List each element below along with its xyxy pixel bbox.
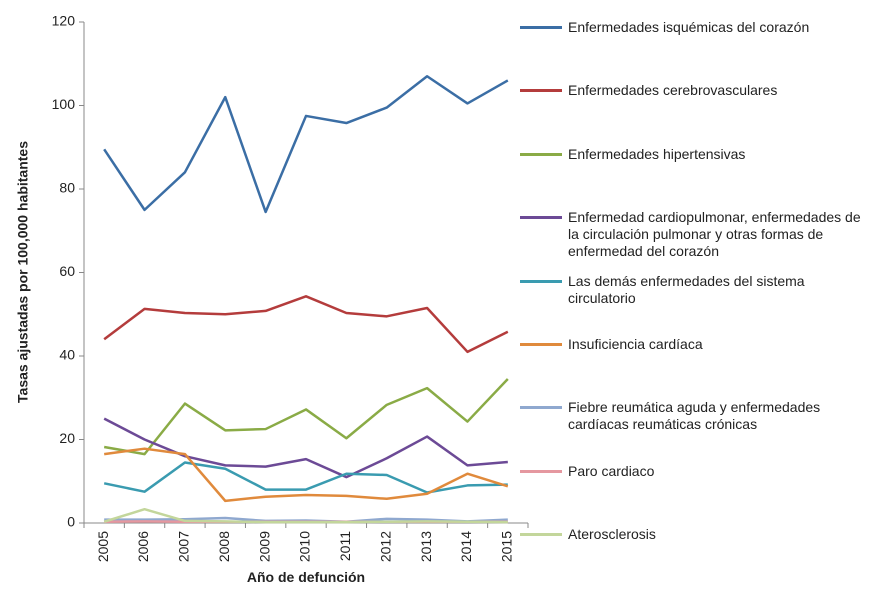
x-tick-label: 2005 [95, 531, 111, 562]
series-line [103, 507, 508, 524]
legend-swatch [520, 469, 562, 473]
legend-swatch [520, 152, 562, 156]
series-line [103, 75, 509, 214]
legend-label: Aterosclerosis [568, 526, 656, 543]
legend-swatch [520, 343, 562, 346]
y-tick-label: 120 [52, 13, 76, 29]
legend-label: Enfermedad cardiopulmonar, enfermedades … [568, 209, 861, 260]
legend-label: Enfermedades hipertensivas [568, 145, 746, 162]
x-tick-label: 2014 [458, 531, 474, 562]
y-tick-label: 100 [52, 96, 76, 112]
legend-swatch [520, 89, 562, 93]
x-tick-label: 2010 [297, 531, 313, 562]
series-line [104, 516, 508, 523]
legend-label: Fiebre reumática aguda y enfermedades ca… [568, 399, 821, 433]
x-tick-label: 2012 [377, 531, 393, 562]
legend-swatch [520, 533, 562, 537]
y-tick-label: 0 [67, 514, 75, 530]
legend-label: Insuficiencia cardíaca [568, 336, 703, 352]
y-axis-label: Tasas ajustadas por 100,000 habitantes [15, 141, 31, 403]
x-tick-label: 2013 [418, 531, 434, 562]
y-tick-label: 20 [59, 430, 75, 446]
series-line [103, 417, 508, 479]
legend-label: Paro cardiaco [568, 462, 655, 479]
legend-swatch [520, 279, 562, 283]
x-axis-label: Año de defunción [247, 569, 365, 585]
x-tick-label: 2006 [135, 531, 151, 562]
series-line [103, 295, 509, 354]
series-line [103, 378, 509, 456]
y-tick-label: 60 [59, 263, 75, 279]
y-tick-label: 40 [59, 347, 75, 363]
x-tick-label: 2007 [176, 531, 192, 562]
legend-swatch [520, 406, 562, 410]
legend-label: Enfermedades isquémicas del corazón [568, 19, 810, 35]
x-tick-label: 2009 [256, 531, 272, 562]
x-tick-label: 2011 [337, 531, 353, 561]
y-tick-label: 80 [59, 180, 75, 196]
series-line [103, 461, 508, 494]
legend-swatch [520, 26, 562, 29]
x-tick-label: 2008 [216, 531, 232, 562]
x-tick-label: 2015 [499, 531, 515, 562]
series-line [104, 447, 509, 503]
legend-label: Enfermedades cerebrovasculares [568, 82, 778, 99]
legend-swatch [520, 216, 562, 220]
legend-label: Las demás enfermedades del sistema circu… [568, 272, 805, 306]
